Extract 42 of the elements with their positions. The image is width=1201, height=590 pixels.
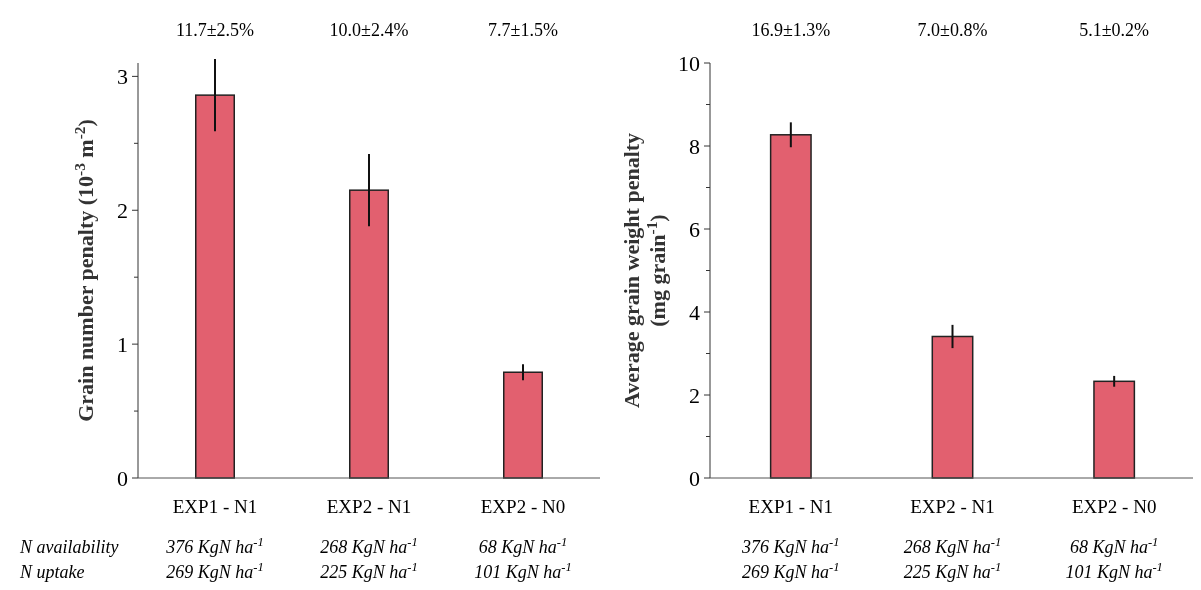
y-tick-label: 6 xyxy=(689,216,700,242)
text: 269 KgN ha$^{-1}$ xyxy=(742,560,840,582)
y-tick-label: 4 xyxy=(689,299,700,325)
bar xyxy=(195,94,235,479)
y-tick-label: 0 xyxy=(689,465,700,491)
x-tick-label: EXP1 - N1 xyxy=(748,496,834,517)
x-tick-label: EXP2 - N0 xyxy=(1071,496,1157,517)
x-tick-label: EXP2 - N1 xyxy=(910,496,995,517)
text: 7.0±0.8% xyxy=(917,20,988,40)
text: 268 KgN ha$^{-1}$ xyxy=(320,535,418,557)
x-tick-label: EXP1 - N1 xyxy=(172,496,258,517)
text: 376 KgN ha$^{-1}$ xyxy=(741,535,840,557)
text: 268 KgN ha$^{-1}$ xyxy=(903,535,1002,557)
x-tick-label: EXP2 - N0 xyxy=(480,496,566,517)
text: 101 KgN ha$^{-1}$ xyxy=(474,560,572,582)
text: 16.9±1.3% xyxy=(751,20,831,40)
text: 10.0±2.4% xyxy=(329,20,409,40)
y-tick-label: 8 xyxy=(689,133,700,159)
text: 68 KgN ha$^{-1}$ xyxy=(1069,535,1159,557)
bar xyxy=(503,371,543,479)
y-tick-label: 0 xyxy=(117,465,128,491)
bar xyxy=(769,134,812,479)
text: N availability xyxy=(19,537,119,557)
text: 68 KgN ha$^{-1}$ xyxy=(478,535,568,557)
x-tick-label: EXP2 - N1 xyxy=(326,496,412,517)
y-tick-label: 2 xyxy=(689,382,700,408)
text: 7.7±1.5% xyxy=(488,20,558,40)
text: 101 KgN ha$^{-1}$ xyxy=(1065,560,1163,582)
text: N uptake xyxy=(19,562,85,582)
bar xyxy=(349,189,389,479)
text: 225 KgN ha$^{-1}$ xyxy=(320,560,418,582)
y-tick-label: 3 xyxy=(117,64,128,90)
text: 269 KgN ha$^{-1}$ xyxy=(166,560,264,582)
text: 11.7±2.5% xyxy=(175,20,255,40)
y-tick-label: 10 xyxy=(678,50,700,76)
text: 5.1±0.2% xyxy=(1079,20,1150,40)
y-tick-label: 1 xyxy=(117,331,128,357)
bar xyxy=(1093,380,1136,479)
text: 376 KgN ha$^{-1}$ xyxy=(165,535,264,557)
y-tick-label: 2 xyxy=(117,197,128,223)
text: 225 KgN ha$^{-1}$ xyxy=(903,560,1002,582)
bar xyxy=(931,335,974,479)
